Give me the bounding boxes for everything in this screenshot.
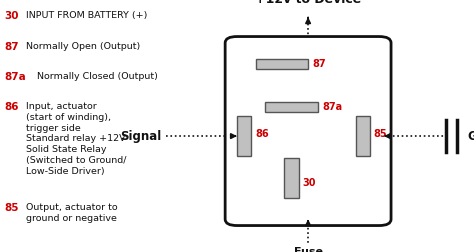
Bar: [356, 116, 370, 156]
Bar: [237, 116, 251, 156]
Text: 87: 87: [313, 59, 327, 69]
Text: 30: 30: [302, 178, 316, 188]
Text: Normally Closed (Output): Normally Closed (Output): [37, 72, 158, 81]
Text: 87a: 87a: [322, 102, 342, 112]
Text: INPUT FROM BATTERY (+): INPUT FROM BATTERY (+): [26, 11, 147, 20]
Text: 85: 85: [5, 203, 19, 213]
Text: Output, actuator to
ground or negative: Output, actuator to ground or negative: [26, 203, 118, 223]
Text: +12v to Device: +12v to Device: [255, 0, 361, 6]
Text: 86: 86: [5, 102, 19, 112]
Text: Signal: Signal: [120, 130, 161, 143]
Text: Input, actuator
(start of winding),
trigger side
Standard relay +12V
Solid State: Input, actuator (start of winding), trig…: [26, 102, 127, 176]
Text: 85: 85: [374, 129, 387, 139]
Text: 87a: 87a: [5, 72, 27, 82]
Bar: [265, 102, 318, 112]
Text: Normally Open (Output): Normally Open (Output): [26, 42, 140, 51]
Text: 87: 87: [5, 42, 19, 52]
Bar: [284, 158, 299, 198]
Bar: [256, 59, 308, 69]
FancyBboxPatch shape: [225, 37, 391, 226]
Text: Ground: Ground: [467, 130, 474, 143]
Text: 86: 86: [255, 129, 269, 139]
Text: Fuse: Fuse: [293, 247, 323, 252]
Text: 30: 30: [5, 11, 19, 21]
